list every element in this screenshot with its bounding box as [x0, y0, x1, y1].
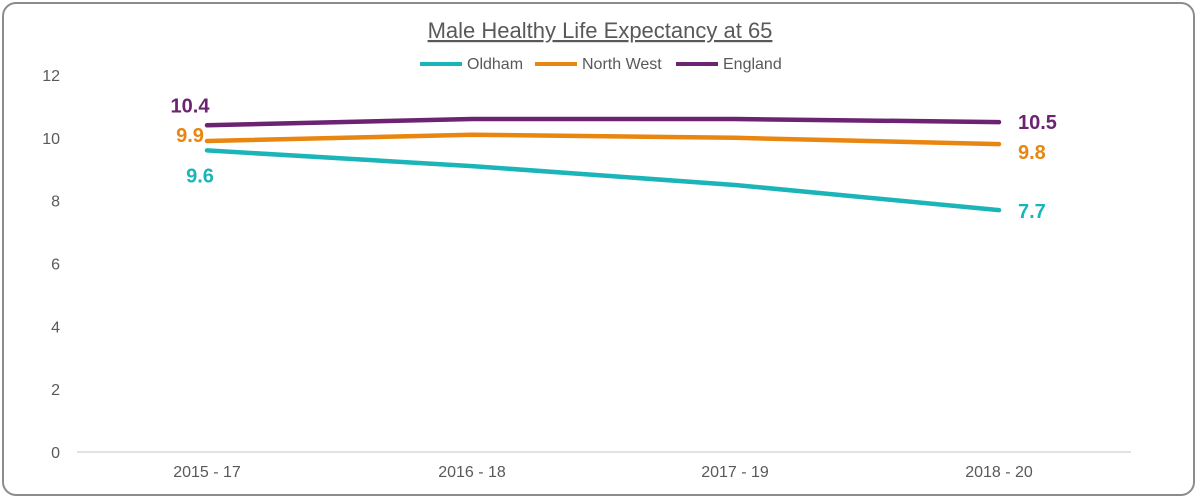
legend: Oldham North West England	[420, 56, 782, 73]
y-tick-label: 0	[51, 445, 60, 462]
legend-label-oldham: Oldham	[467, 56, 523, 73]
series-lines	[204, 116, 1002, 213]
y-tick-label: 2	[51, 382, 60, 399]
y-tick-label: 6	[51, 257, 60, 274]
legend-label-england: England	[723, 56, 782, 73]
series-line-england	[204, 116, 1002, 128]
data-label-oldham-last: 7.7	[1018, 201, 1046, 223]
x-tick-label: 2016 - 18	[438, 464, 506, 481]
y-tick-label: 12	[42, 68, 60, 85]
data-label-north-west-last: 9.8	[1018, 142, 1046, 164]
x-tick-label: 2018 - 20	[965, 464, 1033, 481]
data-label-north-west-first: 9.9	[176, 125, 204, 147]
series-line-north-west	[204, 132, 1002, 147]
series-line-oldham	[204, 148, 1002, 213]
data-labels: 9.6 7.7 9.9 9.8 10.4 10.5	[171, 95, 1057, 223]
x-tick-label: 2015 - 17	[173, 464, 241, 481]
y-tick-label: 4	[51, 319, 60, 336]
data-label-england-last: 10.5	[1018, 112, 1057, 134]
data-label-oldham-first: 9.6	[186, 165, 214, 187]
legend-label-north-west: North West	[582, 56, 662, 73]
y-axis: 0 2 4 6 8 10 12	[42, 68, 60, 462]
y-tick-label: 10	[42, 131, 60, 148]
y-tick-label: 8	[51, 194, 60, 211]
chart-title: Male Healthy Life Expectancy at 65	[428, 18, 773, 43]
data-label-england-first: 10.4	[171, 95, 211, 117]
x-axis: 2015 - 17 2016 - 18 2017 - 19 2018 - 20	[173, 464, 1033, 481]
x-tick-label: 2017 - 19	[701, 464, 769, 481]
